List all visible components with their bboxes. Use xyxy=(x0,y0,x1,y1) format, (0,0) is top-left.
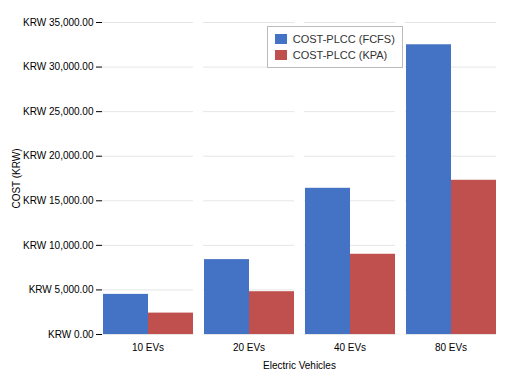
svg-text:KRW 5,000.00: KRW 5,000.00 xyxy=(29,284,94,295)
svg-text:KRW 0.00: KRW 0.00 xyxy=(48,329,94,340)
svg-text:KRW 30,000.00: KRW 30,000.00 xyxy=(23,61,94,72)
svg-text:20 EVs: 20 EVs xyxy=(233,342,265,353)
svg-text:KRW 25,000.00: KRW 25,000.00 xyxy=(23,106,94,117)
html-text:COST-PLCC (FCFS): COST-PLCC (FCFS) xyxy=(292,33,395,45)
svg-text:COST (KRW): COST (KRW) xyxy=(11,148,22,208)
svg-text:KRW 35,000.00: KRW 35,000.00 xyxy=(23,17,94,28)
svg-text:KRW 10,000.00: KRW 10,000.00 xyxy=(23,240,94,251)
svg-text:KRW 15,000.00: KRW 15,000.00 xyxy=(23,195,94,206)
svg-text:80 EVs: 80 EVs xyxy=(435,342,467,353)
svg-text:KRW 20,000.00: KRW 20,000.00 xyxy=(23,150,94,161)
svg-text:10 EVs: 10 EVs xyxy=(132,342,164,353)
svg-text:40 EVs: 40 EVs xyxy=(334,342,366,353)
html-text:COST-PLCC (KPA): COST-PLCC (KPA) xyxy=(292,49,388,61)
svg-text:Electric Vehicles: Electric Vehicles xyxy=(263,360,336,371)
